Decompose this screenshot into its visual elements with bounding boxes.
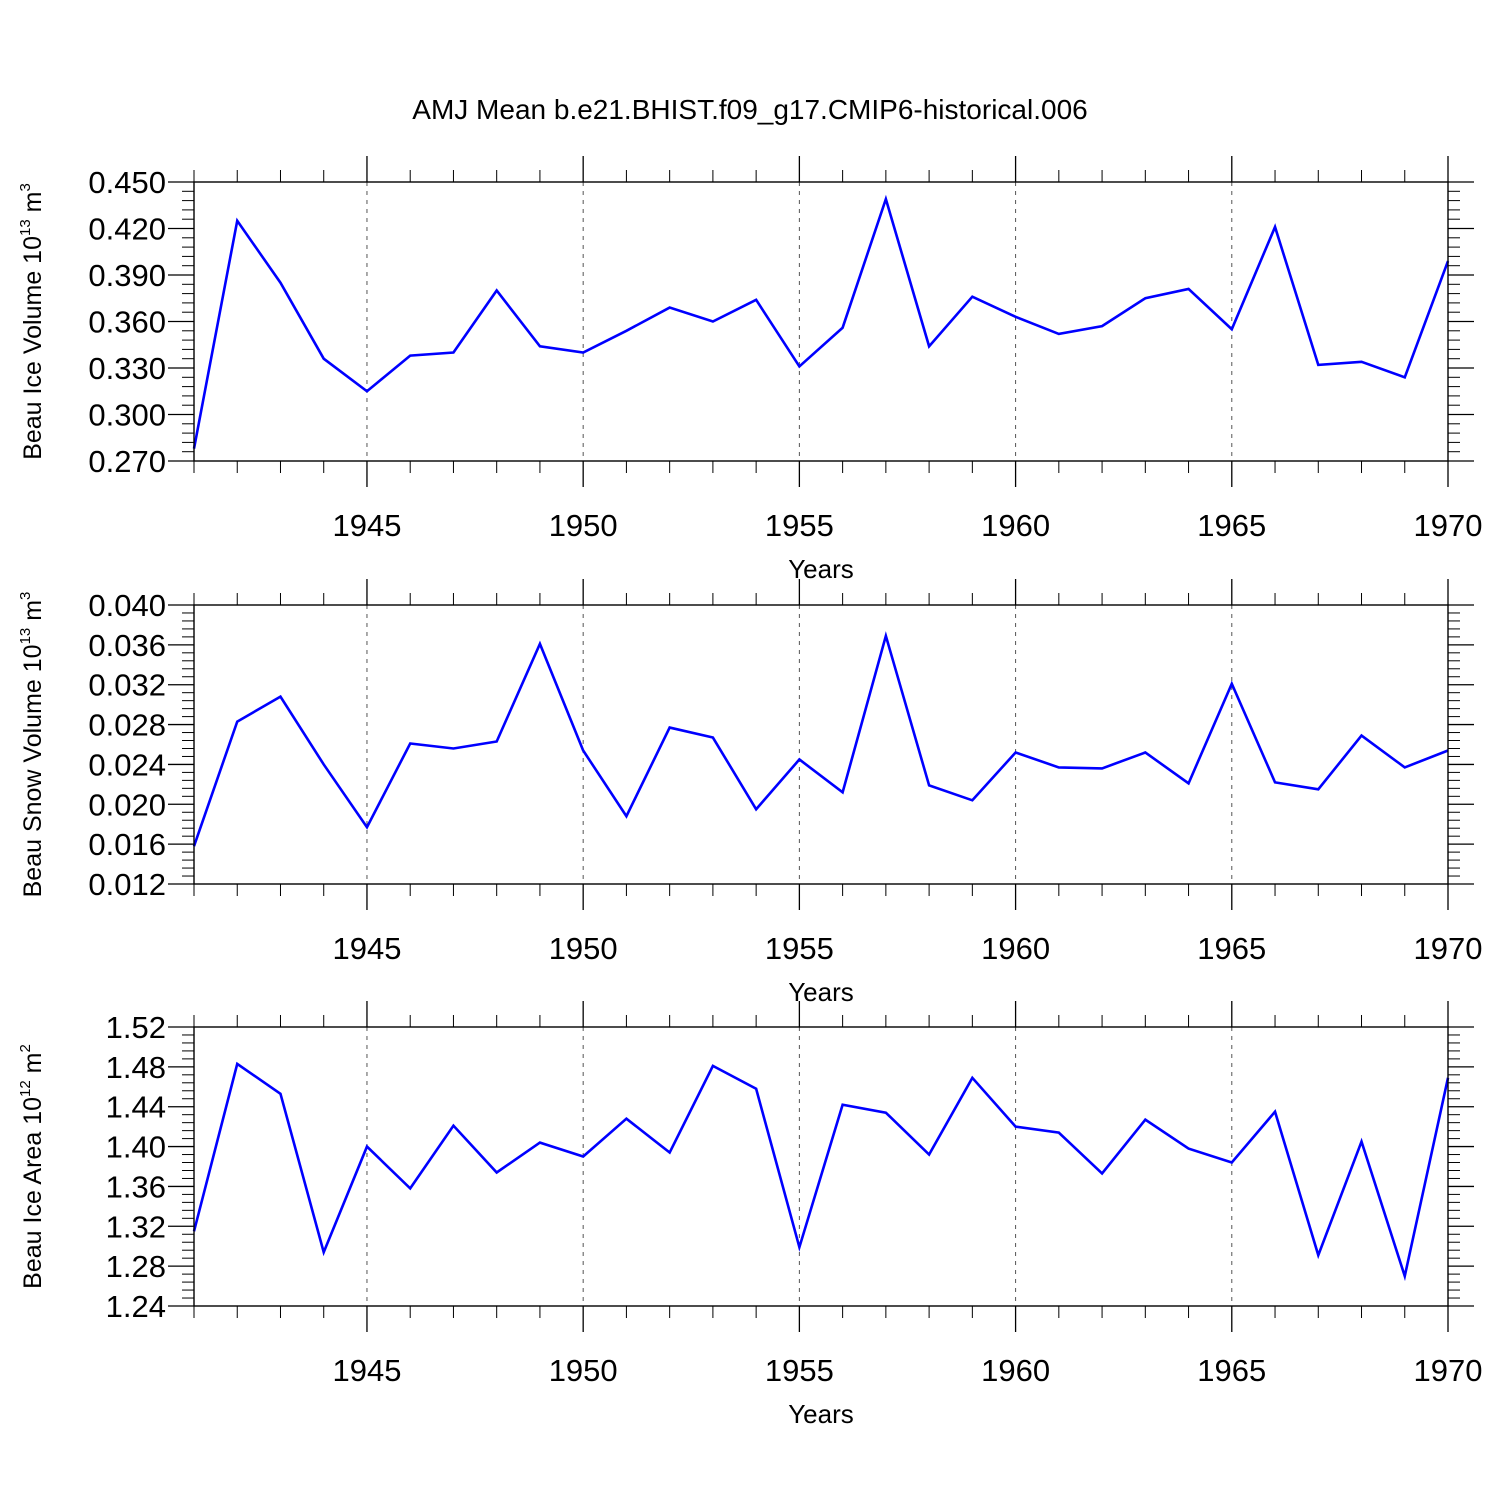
y-axis-title: Beau Ice Area 1012 m2 [17, 1044, 47, 1289]
y-tick-label: 0.420 [88, 212, 166, 247]
y-title-text: Beau Ice Area 10 [19, 1097, 47, 1289]
y-axis-title: Beau Ice Volume 1013 m3 [17, 183, 47, 460]
panel-2: 0.012 0.016 0.020 0.024 0.028 0.032 0.036 0.040… [17, 579, 1482, 1007]
series-line [192, 1061, 1450, 1282]
y-tick-label: 0.036 [88, 628, 166, 663]
x-tick-label: 1960 [981, 931, 1050, 966]
panel-1: 0.270 0.300 0.330 0.360 0.390 0.420 0.450 1945 1… [17, 156, 1482, 584]
y-tick-label: 1.36 [106, 1169, 166, 1204]
x-tick-label: 1965 [1197, 508, 1266, 543]
y-tick-label: 0.016 [88, 827, 166, 862]
x-tick-label: 1950 [549, 1353, 618, 1388]
x-tick-label: 1955 [765, 1353, 834, 1388]
y-tick-label: 0.028 [88, 708, 166, 743]
y-tick-label: 1.52 [106, 1010, 166, 1045]
y-title-unit: m [19, 192, 47, 220]
y-title-text: Beau Snow Volume 10 [19, 644, 47, 897]
plot-frame [193, 604, 1449, 885]
x-tick-label: 1955 [765, 931, 834, 966]
y-tick-label: 0.390 [88, 258, 166, 293]
y-tick-label: 0.360 [88, 305, 166, 340]
y-title-unit: m [19, 600, 47, 628]
y-tick-label: 0.300 [88, 398, 166, 433]
x-tick-label: 1960 [981, 508, 1050, 543]
x-tick-label: 1945 [332, 1353, 401, 1388]
y-tick-label: 1.44 [106, 1090, 166, 1125]
y-tick-label: 1.28 [106, 1249, 166, 1284]
y-tick-label: 0.020 [88, 787, 166, 822]
x-tick-label: 1955 [765, 508, 834, 543]
y-title-unit-exponent: 3 [17, 592, 34, 600]
x-tick-label: 1950 [549, 931, 618, 966]
y-tick-label: 0.012 [88, 867, 166, 902]
y-title-exponent: 13 [17, 628, 34, 645]
x-axis-title: Years [788, 977, 854, 1007]
y-tick-label: 0.040 [88, 588, 166, 623]
y-tick-label: 0.032 [88, 668, 166, 703]
y-title-text: Beau Ice Volume 10 [19, 236, 47, 460]
series-line [192, 631, 1449, 847]
y-title-exponent: 13 [17, 219, 34, 236]
y-title-unit-exponent: 3 [17, 183, 34, 191]
y-tick-label: 0.450 [88, 165, 166, 200]
plot-frame [193, 181, 1449, 462]
x-tick-label: 1970 [1414, 931, 1483, 966]
y-axis-title: Beau Snow Volume 1013 m3 [17, 592, 47, 898]
y-tick-label: 1.24 [106, 1289, 166, 1324]
x-axis-title: Years [788, 554, 854, 584]
x-tick-label: 1965 [1197, 1353, 1266, 1388]
y-title-unit-exponent: 2 [17, 1044, 34, 1052]
panel-3: 1.24 1.28 1.32 1.36 1.40 1.44 1.48 1.52 1945 1950… [17, 1001, 1482, 1429]
plot-frame [193, 1026, 1449, 1307]
x-tick-label: 1965 [1197, 931, 1266, 966]
y-tick-label: 1.32 [106, 1209, 166, 1244]
x-axis-title: Years [788, 1399, 854, 1429]
y-tick-label: 1.40 [106, 1130, 166, 1165]
x-tick-label: 1970 [1414, 508, 1483, 543]
y-tick-label: 1.48 [106, 1050, 166, 1085]
x-tick-label: 1945 [332, 508, 401, 543]
x-tick-label: 1960 [981, 1353, 1050, 1388]
x-tick-label: 1950 [549, 508, 618, 543]
y-tick-label: 0.270 [88, 444, 166, 479]
y-title-exponent: 12 [17, 1080, 34, 1097]
y-tick-label: 0.330 [88, 351, 166, 386]
series-line [192, 194, 1450, 449]
y-title-unit: m [19, 1053, 47, 1081]
x-tick-label: 1945 [332, 931, 401, 966]
x-tick-label: 1970 [1414, 1353, 1483, 1388]
chart-title: AMJ Mean b.e21.BHIST.f09_g17.CMIP6-histo… [412, 94, 1087, 125]
y-tick-label: 0.024 [88, 747, 166, 782]
